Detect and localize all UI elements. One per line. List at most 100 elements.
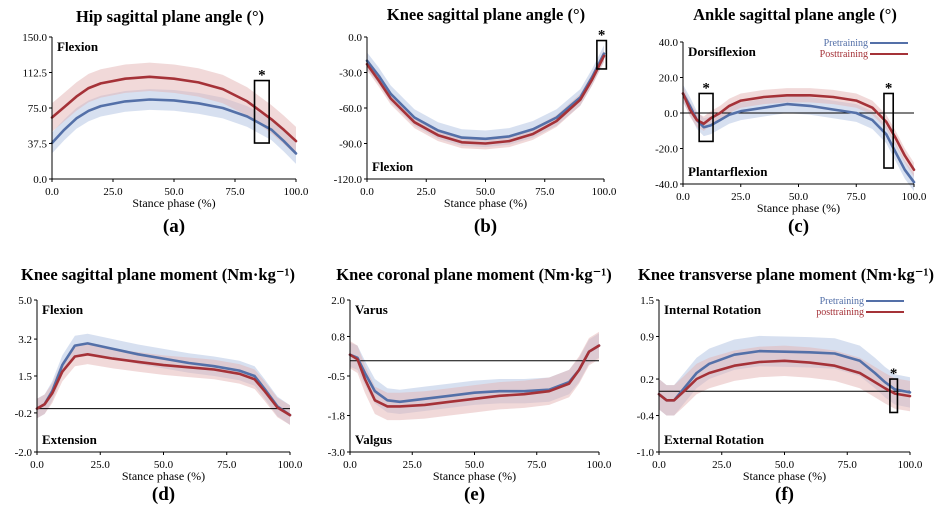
legend-label-1: posttraining: [816, 307, 864, 318]
x-tick-label: 75.0: [847, 191, 867, 203]
annotation-extension: Extension: [42, 432, 98, 447]
chart-title-c: Ankle sagittal plane angle (°): [693, 5, 897, 24]
y-tick-label: -2.0: [15, 447, 33, 459]
x-tick-label: 50.0: [164, 186, 184, 198]
x-tick-label: 50.0: [789, 191, 809, 203]
y-tick-label: 112.5: [23, 68, 48, 80]
panel-e: Knee coronal plane moment (Nm·kg⁻¹) -3.0 -…: [328, 265, 612, 505]
series-line-b-pretraining: [365, 52, 606, 141]
significance-box-b-0: [596, 39, 608, 70]
legend-label-0: Pretraining: [820, 296, 864, 307]
y-tick-label: -90.0: [339, 139, 362, 151]
x-tick-label: 25.0: [103, 186, 123, 198]
panel-a: Hip sagittal plane angle (°) 0.0 37.5 75.0 1…: [22, 7, 309, 237]
x-axis-label-b: Stance phase (%): [444, 196, 527, 210]
y-tick-label: -20.0: [655, 144, 678, 156]
series-line-c-posttraining: [681, 92, 916, 172]
panel-c: Ankle sagittal plane angle (°) -40.0 -20.0…: [655, 5, 927, 237]
y-tick-label: 20.0: [659, 73, 679, 85]
x-tick-label: 0.0: [652, 459, 666, 471]
significance-box-c-0: [698, 92, 714, 143]
significance-star: *: [258, 68, 266, 84]
y-tick-label: 0.2: [640, 374, 654, 386]
x-tick-label: 75.0: [527, 459, 547, 471]
series-line-b-posttraining: [365, 54, 606, 145]
x-tick-label: 100.0: [902, 191, 927, 203]
series-line-f-posttraining: [657, 359, 912, 402]
panel-label-e: (e): [464, 484, 485, 505]
y-tick-label: 0.0: [33, 174, 47, 186]
x-tick-label: 75.0: [225, 186, 245, 198]
x-tick-label: 100.0: [278, 459, 303, 471]
series-line-c-pretraining: [681, 92, 916, 184]
legend-label-0: Pretraining: [824, 38, 868, 49]
x-tick-label: 100.0: [587, 459, 612, 471]
annotation-flexion: Flexion: [42, 302, 84, 317]
panel-b: Knee sagittal plane angle (°) -120.0 -90.0…: [334, 5, 617, 237]
significance-star: *: [885, 80, 893, 96]
x-tick-label: 25.0: [403, 459, 423, 471]
y-tick-label: 75.0: [28, 103, 48, 115]
significance-star: *: [890, 366, 898, 382]
annotation-plantarflexion: Plantarflexion: [688, 164, 768, 179]
panel-d: Knee sagittal plane moment (Nm·kg⁻¹) -2.0…: [15, 265, 303, 505]
significance-box-c-1: [883, 92, 895, 169]
x-axis-label-d: Stance phase (%): [122, 469, 205, 483]
annotation-varus: Varus: [355, 302, 388, 317]
x-tick-label: 25.0: [731, 191, 751, 203]
series-line-a-pretraining: [50, 98, 298, 155]
y-tick-label: -40.0: [655, 179, 678, 191]
y-tick-label: -0.2: [15, 408, 32, 420]
x-tick-label: 75.0: [535, 186, 555, 198]
y-tick-label: -1.8: [328, 411, 346, 423]
panel-label-f: (f): [775, 484, 794, 505]
x-tick-label: 25.0: [91, 459, 111, 471]
x-tick-label: 100.0: [592, 186, 617, 198]
x-tick-label: 100.0: [284, 186, 309, 198]
sd-band-e-1: [350, 331, 599, 421]
panel-label-b: (b): [474, 216, 497, 237]
sd-band-f-1: [659, 345, 910, 416]
y-tick-label: -120.0: [334, 174, 363, 186]
panel-label-c: (c): [788, 216, 809, 237]
annotation-flexion: Flexion: [57, 39, 99, 54]
chart-title-f: Knee transverse plane moment (Nm·kg⁻¹): [638, 265, 934, 284]
significance-star: *: [598, 28, 606, 44]
x-tick-label: 0.0: [30, 459, 44, 471]
x-tick-label: 100.0: [898, 459, 923, 471]
x-axis-label-e: Stance phase (%): [433, 469, 516, 483]
x-tick-label: 75.0: [838, 459, 858, 471]
x-tick-label: 0.0: [45, 186, 59, 198]
x-tick-label: 50.0: [465, 459, 485, 471]
x-tick-label: 0.0: [360, 186, 374, 198]
sd-band-a-1: [52, 62, 296, 156]
x-tick-label: 25.0: [712, 459, 732, 471]
chart-title-a: Hip sagittal plane angle (°): [76, 7, 264, 26]
series-line-d-pretraining: [35, 342, 292, 417]
sd-band-b-0: [367, 45, 604, 148]
y-tick-label: 150.0: [22, 32, 47, 44]
x-axis-label-c: Stance phase (%): [757, 201, 840, 215]
sd-band-d-1: [37, 344, 290, 425]
y-tick-label: -0.4: [637, 411, 655, 423]
y-tick-label: 0.0: [664, 108, 678, 120]
significance-box-f-0: [889, 378, 899, 414]
series-line-a-posttraining: [50, 75, 298, 143]
annotation-flexion: Flexion: [372, 159, 414, 174]
y-tick-label: -30.0: [339, 68, 362, 80]
x-tick-label: 0.0: [343, 459, 357, 471]
y-tick-label: 1.5: [640, 295, 654, 307]
x-tick-label: 50.0: [476, 186, 496, 198]
y-tick-label: 40.0: [659, 37, 679, 49]
annotation-internal-rotation: Internal Rotation: [664, 302, 762, 317]
y-tick-label: 0.8: [331, 331, 345, 343]
series-line-e-posttraining: [348, 344, 601, 408]
significance-star: *: [702, 80, 710, 96]
x-tick-label: 50.0: [154, 459, 174, 471]
x-axis-label-f: Stance phase (%): [743, 469, 826, 483]
y-tick-label: -0.5: [328, 371, 346, 383]
y-tick-label: 0.0: [348, 32, 362, 44]
annotation-dorsiflexion: Dorsiflexion: [688, 44, 757, 59]
x-tick-label: 25.0: [417, 186, 437, 198]
